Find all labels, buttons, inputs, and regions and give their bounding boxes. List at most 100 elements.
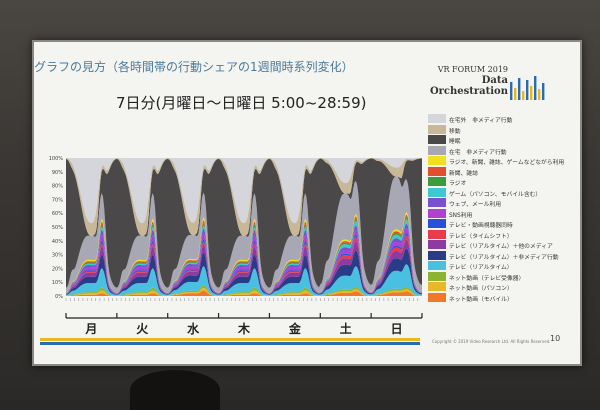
legend-item: 在宅外 非メディア行動 [428,114,574,127]
area-series [66,285,422,296]
x-tick-mark [214,298,215,301]
x-tick-mark [226,298,228,301]
legend-label: ラジオ [449,181,467,187]
x-tick-mark [141,298,143,301]
x-tick-mark [404,298,406,301]
legend-item: ラジオ [428,177,574,190]
x-tick-mark [256,298,258,301]
x-tick-mark [108,298,109,301]
legend-swatch [428,114,446,123]
brand-bars-icon [510,76,545,100]
legend-item: 新聞、雑誌 [428,166,574,180]
x-tick-mark [315,298,317,301]
x-tick-mark [396,298,397,301]
area-series [66,216,422,293]
x-tick-mark [69,298,71,301]
x-tick-mark [324,298,325,301]
slide-title: グラフの見方（各時間帯の行動シェアの1週間時系列変化） [34,60,354,74]
legend-item: ネット動画（パソコン） [428,282,574,295]
legend-item: ゲーム（パソコン、モバイル含む） [428,187,574,201]
day-axis: 月火水木金土日 [65,313,423,336]
x-tick-mark [392,298,393,301]
legend-item: テレビ（タイムシフト） [428,229,574,243]
y-tick-label: 60% [52,211,63,217]
area-series [66,218,422,293]
legend-swatch [428,229,446,239]
x-tick-mark [366,298,368,301]
x-tick-mark [125,298,126,301]
x-tick-mark [137,298,139,301]
x-tick-mark [269,298,270,301]
x-tick-mark [345,298,347,301]
legend-swatch [428,261,446,270]
audience-head-silhouette [130,370,220,410]
day-label: 金 [288,321,302,336]
x-tick-mark [319,298,321,301]
brand-line2: Data [481,75,508,86]
x-tick-mark [307,298,308,301]
x-tick-mark [400,298,402,301]
legend-label: ウェブ、メール利用 [449,202,501,208]
x-tick-mark [286,298,287,301]
x-tick-mark [163,298,164,301]
x-tick-mark [74,298,75,301]
legend-swatch [428,166,446,176]
x-tick-mark [103,298,105,301]
legend-label: 新聞、雑誌 [449,170,478,177]
x-tick-mark [146,298,147,301]
legend-label: SNS利用 [449,212,473,219]
x-tick-mark [239,298,241,301]
x-tick-mark [91,298,92,301]
y-tick-label: 100% [49,156,64,162]
legend-label: テレビ（リアルタイム）＋他のメディア [449,244,553,250]
legend-label: ネット動画（モバイル） [449,296,513,303]
x-tick-mark [222,298,224,301]
x-tick-mark [260,298,262,301]
x-tick-mark [370,298,372,301]
area-series [66,158,422,224]
brand-bar [542,83,545,100]
x-tick-mark [247,298,249,301]
day-label: 水 [187,321,200,336]
legend-swatch [428,135,446,144]
brand-bar [530,86,533,100]
brand-bar [522,91,525,100]
stacked-area-chart: 0% 10% 20% 30% 40% 50% 60% 70% 80% 90% 100% 月 火 水 木 金 土… [49,76,545,336]
legend-label: テレビ（タイムシフト） [449,233,513,240]
x-tick-mark [171,298,173,301]
area-series [66,287,422,296]
x-tick-mark [99,298,101,301]
area-series [66,228,422,294]
brand-bar [526,80,529,100]
legend-label: ラジオ、新聞、雑誌、ゲームなどながら利用 [449,160,565,166]
x-tick-mark [112,298,113,301]
x-tick-mark [336,298,338,301]
brand-logo: VR FORUM 2019 Data Orchestration [428,64,508,97]
x-tick-mark [209,298,211,301]
legend-swatch [428,208,446,218]
day-label: 木 [237,321,251,336]
area-series [66,176,422,293]
x-tick-mark [129,298,130,301]
x-tick-mark [277,298,279,301]
x-tick-mark [95,298,96,301]
x-tick-mark [82,298,84,301]
legend-swatch [428,156,446,165]
brand-bar [518,78,521,100]
day-label: 火 [136,322,149,336]
legend-label: テレビ・動画視聴器同時 [449,223,513,229]
legend-label: 在宅外 非メディア行動 [449,118,513,124]
x-tick-mark [243,298,245,301]
copyright-text: Copyright © 2019 Video Research Ltd. All… [432,339,551,344]
x-tick-mark [362,298,363,301]
x-tick-mark [205,298,207,301]
brand-bar [514,88,517,100]
legend-swatch [428,187,446,197]
x-tick-mark [184,298,185,301]
x-tick-mark [150,298,152,301]
brand-bar [510,82,513,100]
legend-swatch [428,145,446,155]
x-tick-mark [252,298,253,301]
y-tick-label: 50% [52,225,63,231]
x-tick-mark [201,298,202,301]
